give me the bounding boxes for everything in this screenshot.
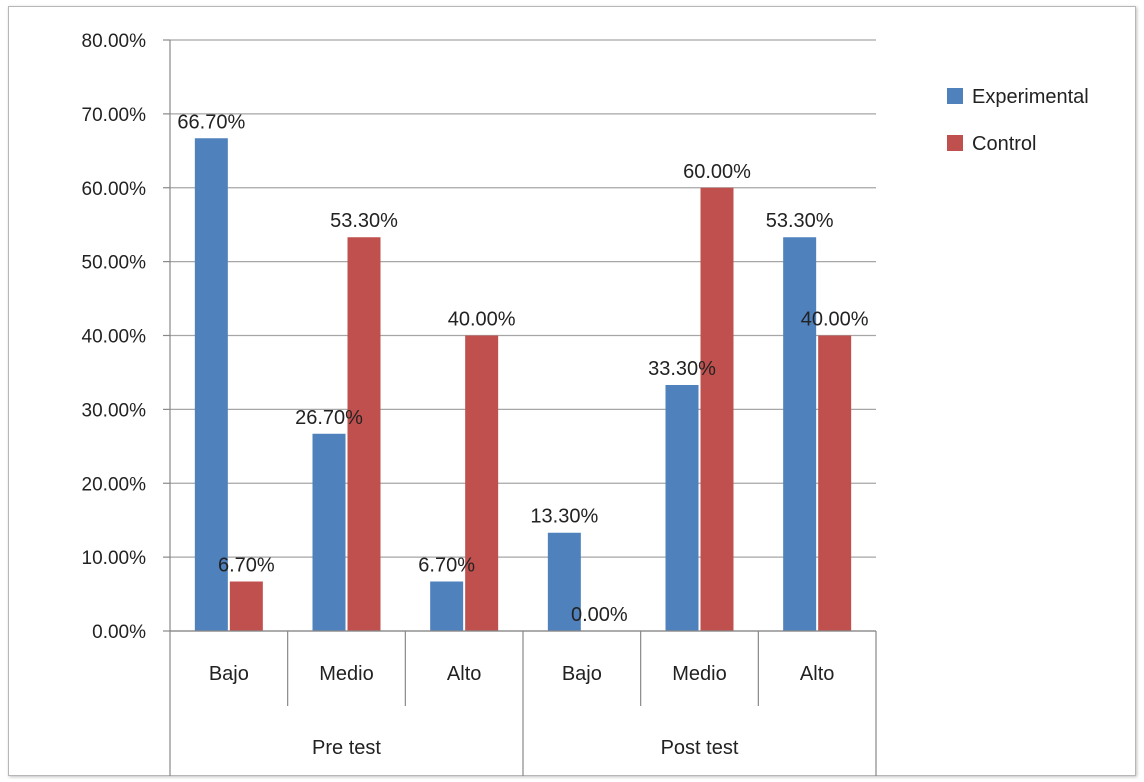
bars <box>194 138 852 631</box>
legend-swatch <box>947 88 963 104</box>
y-tick-label: 20.00% <box>82 474 147 495</box>
x-axis <box>169 40 877 776</box>
bar-experimental-bajo <box>547 532 581 631</box>
gridlines <box>170 39 876 632</box>
data-label: 66.70% <box>177 111 245 133</box>
data-label: 26.70% <box>295 407 363 429</box>
legend-label: Experimental <box>972 86 1089 108</box>
bar-experimental-alto <box>430 581 464 631</box>
x-axis-groups: Pre test Post test <box>312 737 739 759</box>
x-category-label: Bajo <box>562 663 602 685</box>
y-tick-label: 10.00% <box>82 548 147 569</box>
data-labels: 66.70% 6.70% 26.70% 53.30% 6.70% 40.00% 13.30%… <box>177 111 868 626</box>
x-category-label: Medio <box>672 663 726 685</box>
x-category-label: Medio <box>319 663 373 685</box>
bar-control-alto <box>818 335 852 631</box>
x-axis-categories: Bajo Medio Alto Bajo Medio Alto <box>209 663 835 685</box>
x-group-label: Pre test <box>312 737 381 759</box>
bar-control-bajo <box>229 581 263 631</box>
bar-experimental-bajo <box>194 138 228 631</box>
bar-control-medio <box>700 187 734 631</box>
data-label: 13.30% <box>530 506 598 528</box>
x-category-label: Bajo <box>209 663 249 685</box>
y-tick-label: 60.00% <box>82 179 147 200</box>
y-tick-label: 40.00% <box>82 327 147 348</box>
data-label: 53.30% <box>330 210 398 232</box>
data-label: 60.00% <box>683 161 751 183</box>
bar-control-alto <box>465 335 499 631</box>
x-category-label: Alto <box>800 663 834 685</box>
data-label: 53.30% <box>766 210 834 232</box>
y-axis-ticks: 0.00% 10.00% 20.00% 30.00% 40.00% 50.00% 60.00… <box>82 31 170 643</box>
y-tick-label: 0.00% <box>92 622 146 643</box>
y-tick-label: 70.00% <box>82 105 147 126</box>
data-label: 33.30% <box>648 358 716 380</box>
bar-experimental-alto <box>783 237 817 631</box>
bar-experimental-medio <box>312 433 346 631</box>
y-tick-label: 30.00% <box>82 400 147 421</box>
data-label: 40.00% <box>448 309 516 331</box>
legend-swatch <box>947 135 963 151</box>
data-label: 40.00% <box>801 309 869 331</box>
data-label: 6.70% <box>418 555 475 577</box>
bar-control-medio <box>347 237 381 631</box>
bar-experimental-medio <box>665 384 699 631</box>
x-group-label: Post test <box>661 737 739 759</box>
legend: Experimental Control <box>947 86 1089 155</box>
legend-label: Control <box>972 133 1036 155</box>
data-label: 0.00% <box>571 604 628 626</box>
y-tick-label: 80.00% <box>82 31 147 52</box>
data-label: 6.70% <box>218 555 275 577</box>
y-tick-label: 50.00% <box>82 253 147 274</box>
x-category-label: Alto <box>447 663 481 685</box>
